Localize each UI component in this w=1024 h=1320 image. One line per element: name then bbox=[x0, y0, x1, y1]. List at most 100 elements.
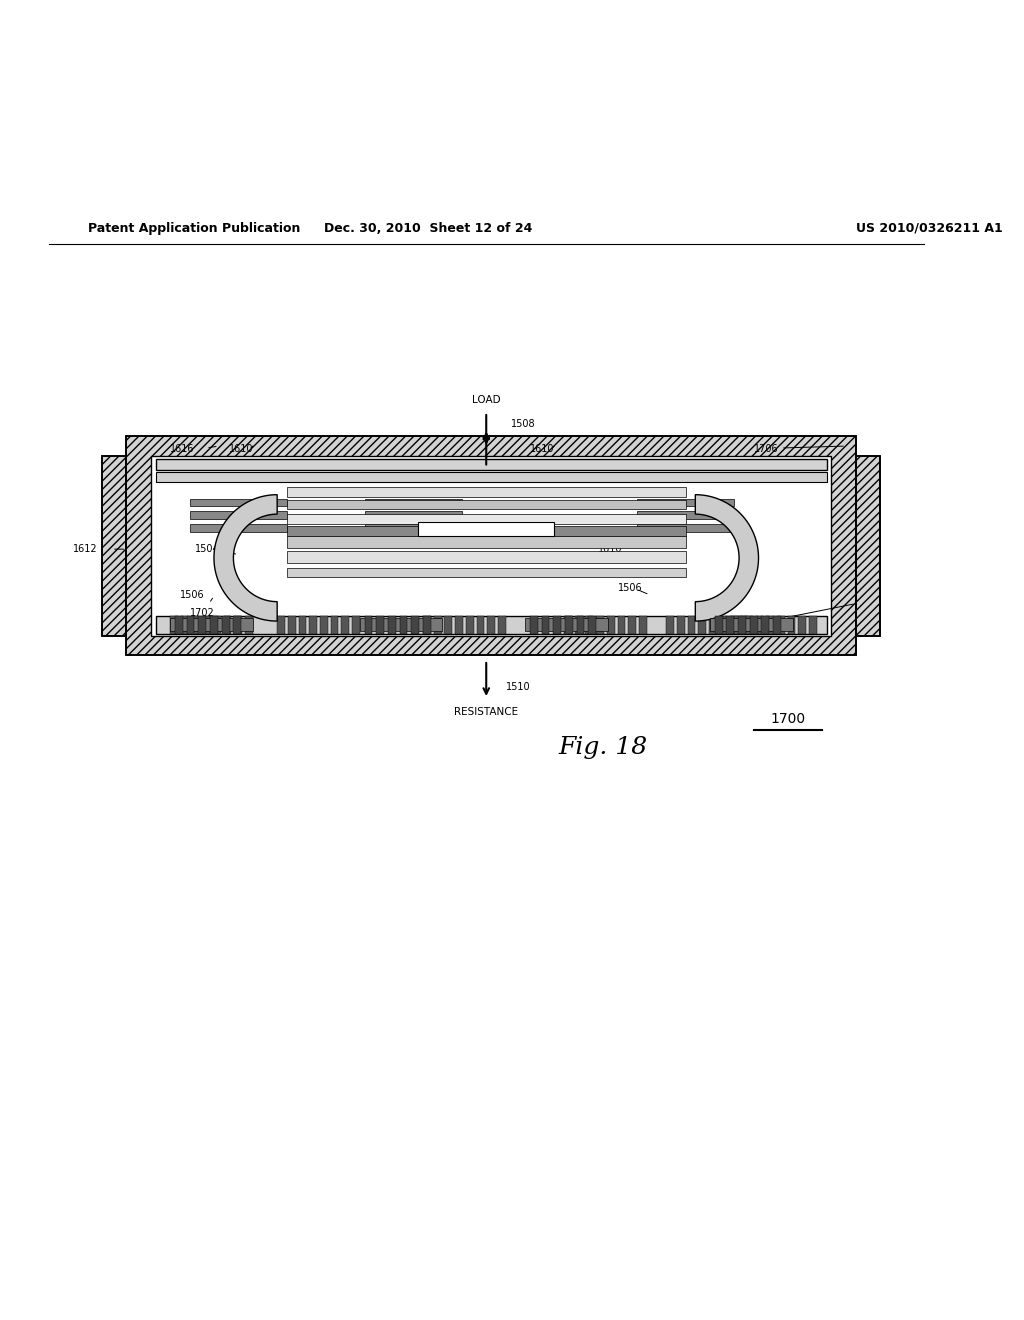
Bar bbox=[365, 499, 462, 507]
Bar bbox=[444, 616, 453, 634]
Bar bbox=[637, 511, 734, 519]
Text: 1508: 1508 bbox=[511, 418, 536, 429]
Bar bbox=[542, 616, 550, 634]
Bar bbox=[156, 473, 826, 482]
Bar bbox=[319, 616, 328, 634]
Text: 1700: 1700 bbox=[770, 711, 805, 726]
Text: 1802: 1802 bbox=[472, 620, 497, 631]
Bar bbox=[278, 616, 285, 634]
Bar bbox=[191, 616, 200, 634]
Bar bbox=[577, 616, 585, 634]
Bar bbox=[744, 616, 753, 634]
Bar bbox=[186, 616, 195, 634]
Bar bbox=[628, 616, 636, 634]
Bar bbox=[233, 616, 242, 634]
Bar bbox=[126, 437, 856, 655]
Bar bbox=[715, 616, 723, 634]
Bar bbox=[331, 616, 338, 634]
Bar bbox=[203, 616, 210, 634]
Text: 1802: 1802 bbox=[628, 620, 652, 631]
Text: 1506: 1506 bbox=[180, 590, 205, 599]
Bar bbox=[287, 487, 686, 496]
Text: 1612: 1612 bbox=[73, 544, 97, 554]
Bar bbox=[530, 616, 538, 634]
Bar bbox=[418, 521, 554, 536]
Bar bbox=[299, 616, 306, 634]
Bar bbox=[589, 616, 596, 634]
Bar bbox=[607, 616, 614, 634]
Bar bbox=[102, 455, 126, 636]
Bar bbox=[856, 455, 880, 636]
Bar bbox=[777, 616, 784, 634]
Text: 1502: 1502 bbox=[734, 620, 759, 631]
Bar bbox=[667, 616, 674, 634]
Bar bbox=[388, 616, 396, 634]
Bar bbox=[377, 616, 384, 634]
Polygon shape bbox=[214, 495, 278, 622]
Bar bbox=[399, 616, 408, 634]
Bar bbox=[223, 616, 231, 634]
Bar bbox=[170, 616, 178, 634]
Text: RESISTANCE: RESISTANCE bbox=[455, 706, 518, 717]
Bar bbox=[710, 618, 793, 631]
Bar bbox=[466, 616, 473, 634]
Bar bbox=[175, 616, 183, 634]
Bar bbox=[341, 616, 349, 634]
Bar bbox=[766, 616, 774, 634]
Bar bbox=[213, 616, 221, 634]
Bar bbox=[423, 616, 431, 634]
Text: 1610: 1610 bbox=[228, 444, 253, 454]
Bar bbox=[564, 616, 571, 634]
Bar bbox=[102, 455, 126, 636]
Bar bbox=[365, 616, 373, 634]
Bar bbox=[637, 524, 734, 532]
Bar bbox=[151, 455, 831, 636]
Bar bbox=[799, 616, 806, 634]
Bar bbox=[637, 499, 734, 507]
Bar bbox=[189, 511, 287, 519]
Bar bbox=[773, 616, 781, 634]
Bar bbox=[698, 616, 706, 634]
Text: 1702: 1702 bbox=[189, 609, 214, 618]
Bar bbox=[170, 618, 253, 631]
Bar bbox=[709, 616, 717, 634]
Text: Patent Application Publication: Patent Application Publication bbox=[87, 222, 300, 235]
Bar bbox=[525, 618, 608, 631]
Text: LOAD: LOAD bbox=[472, 395, 501, 405]
Bar bbox=[210, 616, 218, 634]
Bar bbox=[687, 616, 695, 634]
Bar bbox=[156, 458, 826, 470]
Text: 1706: 1706 bbox=[754, 444, 778, 454]
Text: 1510: 1510 bbox=[506, 682, 530, 692]
Bar bbox=[352, 616, 359, 634]
Bar bbox=[287, 513, 686, 524]
Bar bbox=[762, 616, 769, 634]
Bar bbox=[288, 616, 296, 634]
Text: 1616: 1616 bbox=[170, 444, 195, 454]
Bar bbox=[287, 550, 686, 562]
Bar bbox=[734, 616, 742, 634]
Bar bbox=[586, 616, 593, 634]
Bar bbox=[181, 616, 188, 634]
Bar bbox=[574, 616, 583, 634]
Text: 1802: 1802 bbox=[301, 620, 326, 631]
Bar bbox=[359, 618, 442, 631]
Bar bbox=[565, 616, 572, 634]
Bar bbox=[476, 616, 484, 634]
Bar bbox=[720, 616, 727, 634]
Bar bbox=[365, 511, 462, 519]
Bar bbox=[738, 616, 745, 634]
Bar bbox=[234, 616, 242, 634]
Bar bbox=[412, 616, 419, 634]
Bar bbox=[677, 616, 685, 634]
Bar bbox=[287, 525, 686, 536]
Text: 1506: 1506 bbox=[617, 583, 642, 593]
Bar bbox=[487, 616, 495, 634]
Bar bbox=[287, 568, 686, 577]
Bar bbox=[756, 616, 764, 634]
Bar bbox=[639, 616, 647, 634]
Bar bbox=[309, 616, 317, 634]
Bar bbox=[434, 616, 441, 634]
Bar bbox=[809, 616, 817, 634]
Bar bbox=[189, 524, 287, 532]
